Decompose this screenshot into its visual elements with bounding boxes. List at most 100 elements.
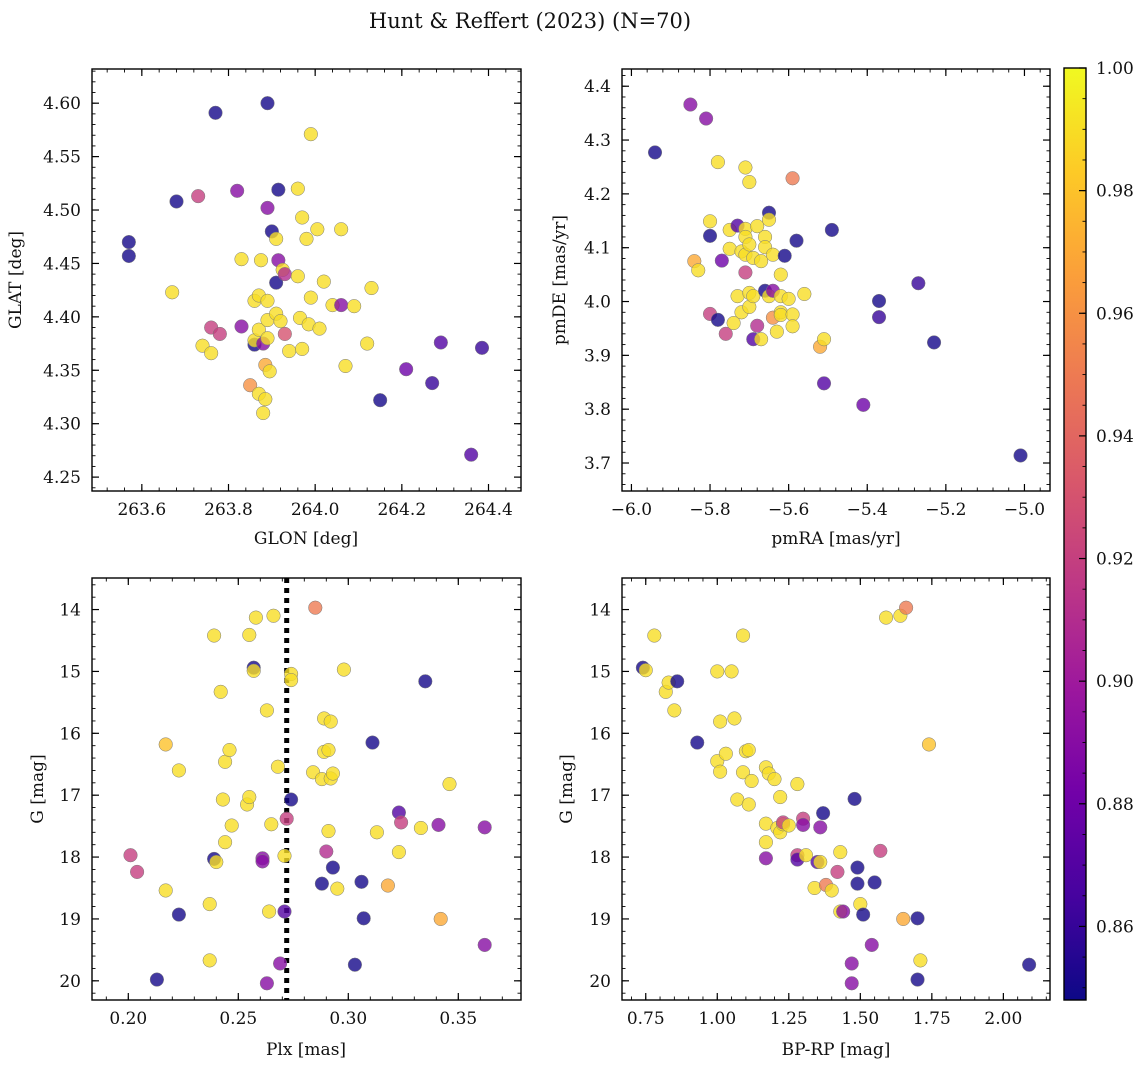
scatter-point [207, 628, 222, 643]
scatter-point [251, 322, 266, 337]
scatter-point [785, 307, 800, 322]
scatter-point [373, 393, 388, 408]
colorbar-tick-label: 0.92 [1096, 550, 1134, 570]
scatter-point [319, 844, 334, 859]
scatter-point [735, 628, 751, 643]
scatter-point [710, 664, 725, 679]
x-tick-label: 0.25 [219, 1009, 257, 1029]
y-tick-label: 4.60 [43, 94, 81, 114]
scatter-point [204, 346, 219, 361]
colorbar-tick-label: 1.00 [1096, 59, 1134, 79]
scatter-point [260, 331, 275, 346]
scatter-point [856, 397, 871, 412]
scatter-point [130, 864, 145, 879]
scatter-points [635, 600, 1037, 991]
scatter-point [724, 664, 739, 679]
x-tick-label: −5.0 [1004, 500, 1045, 520]
x-tick-label: 2.00 [984, 1009, 1022, 1029]
scatter-point [735, 765, 751, 780]
scatter-point [295, 341, 310, 356]
y-tick-label: 4.35 [43, 361, 81, 381]
x-axis-label: pmRA [mas/yr] [771, 529, 900, 549]
scatter-point [474, 340, 490, 355]
colorbar-tick-label: 0.96 [1096, 304, 1134, 324]
scatter-point [299, 231, 314, 246]
scatter-point [334, 222, 349, 237]
scatter-point [727, 711, 742, 726]
scatter-point [910, 972, 925, 987]
colorbar-ticks: 0.86 0.88 0.90 0.92 0.94 0.96 0.98 1.00 [1079, 59, 1134, 989]
scatter-point [911, 276, 926, 291]
scatter-point [158, 737, 173, 752]
panel-bprp-g: 0.75 1.00 1.25 1.50 1.75 2.00 14 15 16 17 18 19 20 B… [557, 577, 1051, 1060]
scatter-point [230, 183, 245, 198]
y-tick-label: 4.0 [584, 293, 611, 313]
y-tick-label: 16 [589, 724, 611, 744]
scatter-point [242, 789, 257, 805]
scatter-point [713, 714, 728, 729]
scatter-point [380, 878, 395, 893]
scatter-point [360, 336, 375, 351]
y-tick-label: 4.45 [43, 254, 81, 274]
y-tick-label: 4.2 [584, 185, 611, 205]
scatter-point [277, 904, 292, 919]
scatter-point [833, 845, 848, 860]
scatter-point [797, 286, 812, 302]
scatter-point [209, 854, 224, 870]
y-tick-label: 18 [589, 848, 611, 868]
scatter-point [871, 310, 887, 325]
scatter-point [741, 797, 756, 812]
scatter-point [785, 171, 800, 186]
plot-frame [621, 577, 1051, 1001]
y-tick-label: 4.30 [43, 415, 81, 435]
scatter-point [222, 742, 237, 758]
scatter-point [149, 972, 164, 987]
scatter-point [310, 222, 325, 237]
x-tick-label: 264.4 [464, 500, 513, 520]
x-tick-label: 1.25 [770, 1009, 808, 1029]
scatter-point [260, 293, 275, 308]
scatter-point [750, 318, 765, 333]
scatter-point [433, 335, 448, 350]
plot-frame [91, 577, 522, 1001]
scatter-point [323, 714, 338, 729]
y-tick-label: 4.50 [43, 201, 81, 221]
scatter-point [813, 854, 828, 870]
scatter-point [777, 248, 792, 263]
scatter-point [347, 299, 362, 314]
scatter-point [850, 860, 865, 875]
y-tick-label: 20 [59, 972, 81, 992]
scatter-point [442, 776, 457, 792]
scatter-point [638, 663, 653, 678]
scatter-point [308, 600, 323, 615]
scatter-point [798, 848, 814, 863]
scatter-point [718, 746, 733, 761]
scatter-point [758, 851, 773, 866]
scatter-point [255, 854, 270, 869]
scatter-point [271, 182, 286, 197]
scatter-point [816, 806, 831, 821]
scatter-points [123, 600, 492, 991]
plot-frame [621, 68, 1051, 492]
scatter-point [212, 326, 227, 342]
scatter-point [754, 254, 769, 269]
scatter-point [722, 241, 737, 256]
y-tick-label: 4.4 [584, 77, 611, 97]
scatter-point [769, 324, 784, 339]
scatter-point [710, 312, 725, 327]
scatter-point [215, 792, 230, 807]
scatter-point [927, 335, 942, 350]
scatter-point [477, 820, 492, 835]
x-tick-label: 263.8 [204, 500, 253, 520]
scatter-point [830, 864, 845, 879]
x-tick-label: 263.6 [117, 500, 166, 520]
scatter-point [314, 876, 329, 891]
x-tick-label: 0.20 [109, 1009, 147, 1029]
scatter-point [670, 674, 685, 689]
scatter-point [303, 127, 318, 142]
y-tick-label: 19 [589, 910, 611, 930]
scatter-point [266, 608, 281, 623]
scatter-point [325, 860, 340, 875]
scatter-point [824, 883, 839, 898]
x-axis-label: BP-RP [mag] [782, 1040, 891, 1060]
